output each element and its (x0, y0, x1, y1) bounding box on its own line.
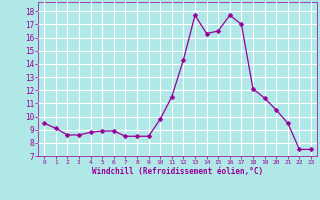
X-axis label: Windchill (Refroidissement éolien,°C): Windchill (Refroidissement éolien,°C) (92, 167, 263, 176)
